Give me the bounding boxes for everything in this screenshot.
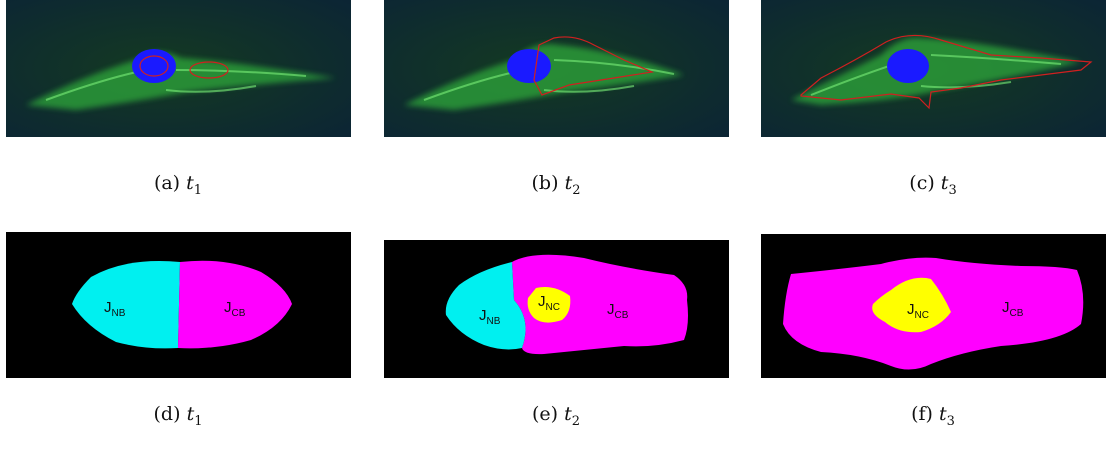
micrograph-t1-image xyxy=(6,0,351,137)
region-cb-t2 xyxy=(512,254,688,355)
micrograph-t1 xyxy=(6,0,351,137)
micrograph-t2-image xyxy=(384,0,729,137)
mask-t2: JNB JNC JCB xyxy=(384,240,729,378)
region-cb-t1 xyxy=(178,260,292,349)
label-nc-t3: JNC xyxy=(907,301,929,321)
region-nb-t1 xyxy=(72,261,180,349)
caption-f: (f) t3 xyxy=(911,403,955,429)
region-nb-t2 xyxy=(445,262,526,350)
label-cb-t3: JCB xyxy=(1002,299,1024,319)
label-nb-t1: JNB xyxy=(104,299,126,319)
micrograph-t3-image xyxy=(761,0,1106,137)
micrograph-t3 xyxy=(761,0,1106,137)
caption-d: (d) t1 xyxy=(153,403,203,429)
caption-a: (a) t1 xyxy=(153,172,203,198)
caption-e: (e) t2 xyxy=(531,403,581,429)
region-nc-t3 xyxy=(872,277,951,333)
mask-t3-image: JNC JCB xyxy=(783,257,1084,370)
mask-t1-image: JNB JCB xyxy=(72,260,292,349)
label-cb-t2: JCB xyxy=(607,301,629,321)
mask-t2-image: JNB JNC JCB xyxy=(445,254,688,355)
label-nb-t2: JNB xyxy=(479,307,501,327)
micrograph-t2 xyxy=(384,0,729,137)
label-nc-t2: JNC xyxy=(538,293,560,313)
label-cb-t1: JCB xyxy=(224,299,246,319)
caption-b: (b) t2 xyxy=(531,172,581,198)
caption-c: (c) t3 xyxy=(909,172,957,198)
region-nc-t2 xyxy=(527,287,571,323)
mask-t3: JNC JCB xyxy=(761,234,1106,378)
mask-t1: JNB JCB xyxy=(6,232,351,378)
